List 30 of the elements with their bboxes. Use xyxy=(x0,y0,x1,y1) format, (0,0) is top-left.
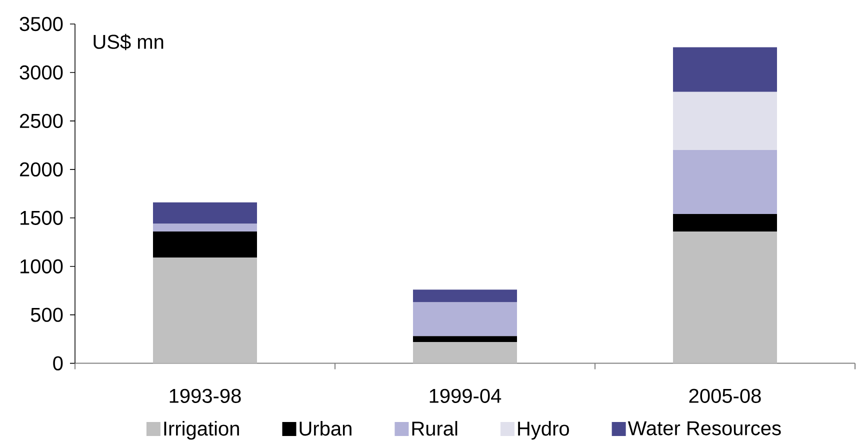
bar xyxy=(673,92,778,150)
bar xyxy=(153,258,257,364)
bar xyxy=(413,336,518,342)
legend-label: Hydro xyxy=(518,420,569,440)
bar xyxy=(413,342,518,364)
x-tick-label: 1993-98 xyxy=(170,388,241,403)
y-tick-label: 2000 xyxy=(20,162,63,176)
bar xyxy=(673,47,778,92)
y-tick-label: 0 xyxy=(53,356,63,370)
bar xyxy=(673,150,778,214)
bar xyxy=(413,290,518,302)
x-tick-label: 1999-04 xyxy=(430,388,502,403)
y-tick-label: 2500 xyxy=(20,114,63,128)
bar xyxy=(153,231,257,258)
legend-label: Rural xyxy=(412,420,458,436)
bar xyxy=(413,302,518,336)
y-tick-label: 1500 xyxy=(20,210,63,225)
legend-label: Irrigation xyxy=(164,420,239,440)
bar xyxy=(153,202,257,224)
legend-label: Urban xyxy=(300,420,352,436)
y-tick-label: 3000 xyxy=(20,65,63,80)
legend-label: Water Resources xyxy=(628,421,781,436)
y-tick-label: 500 xyxy=(30,308,63,322)
bar xyxy=(673,231,778,364)
y-tick-label: 3500 xyxy=(20,16,63,32)
bar xyxy=(153,224,257,232)
x-tick-label: 2005-08 xyxy=(689,388,761,403)
y-tick-label: 1000 xyxy=(20,259,63,274)
bar xyxy=(673,214,778,232)
y-axis-title: US$ mn xyxy=(94,34,164,50)
